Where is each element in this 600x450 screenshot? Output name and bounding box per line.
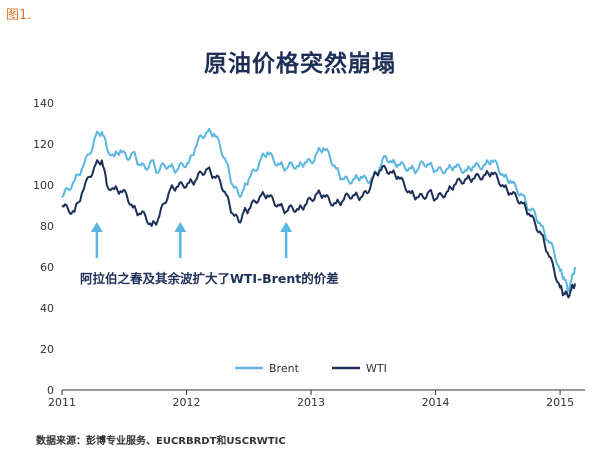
annotation-text: 阿拉伯之春及其余波扩大了WTI-Brent的价差 bbox=[80, 271, 339, 286]
annotation-arrow-head bbox=[90, 222, 103, 232]
y-tick-label: 0 bbox=[47, 384, 54, 397]
y-tick-label: 140 bbox=[33, 97, 54, 110]
annotation-arrow-head bbox=[174, 222, 187, 232]
legend-label-wti: WTI bbox=[366, 362, 387, 375]
y-tick-label: 40 bbox=[40, 302, 54, 315]
annotations: 阿拉伯之春及其余波扩大了WTI-Brent的价差 bbox=[80, 222, 339, 286]
annotation-arrow-head bbox=[280, 222, 293, 232]
y-tick-label: 20 bbox=[40, 343, 54, 356]
x-tick-label: 2013 bbox=[297, 396, 325, 409]
chart-title: 原油价格突然崩塌 bbox=[204, 51, 396, 77]
figure-label: 图1. bbox=[6, 8, 32, 23]
y-tick-label: 60 bbox=[40, 261, 54, 274]
legend-label-brent: Brent bbox=[269, 362, 300, 375]
axes: 0 20 40 60 80 100 120 140 2011 2012 2013 2014 2015 bbox=[33, 97, 585, 409]
y-tick-label: 120 bbox=[33, 138, 54, 151]
legend: Brent WTI bbox=[235, 362, 387, 375]
y-tick-label: 100 bbox=[33, 179, 54, 192]
x-tick-label: 2015 bbox=[546, 396, 574, 409]
series-line-wti bbox=[61, 159, 576, 299]
x-tick-label: 2012 bbox=[173, 396, 201, 409]
x-tick-label: 2014 bbox=[422, 396, 450, 409]
series-lines bbox=[61, 127, 576, 299]
x-tick-label: 2011 bbox=[48, 396, 76, 409]
series-line-brent bbox=[61, 127, 576, 292]
y-tick-label: 80 bbox=[40, 220, 54, 233]
source-note: 数据来源：彭博专业服务、EUCRBRDT和USCRWTIC bbox=[36, 436, 286, 447]
